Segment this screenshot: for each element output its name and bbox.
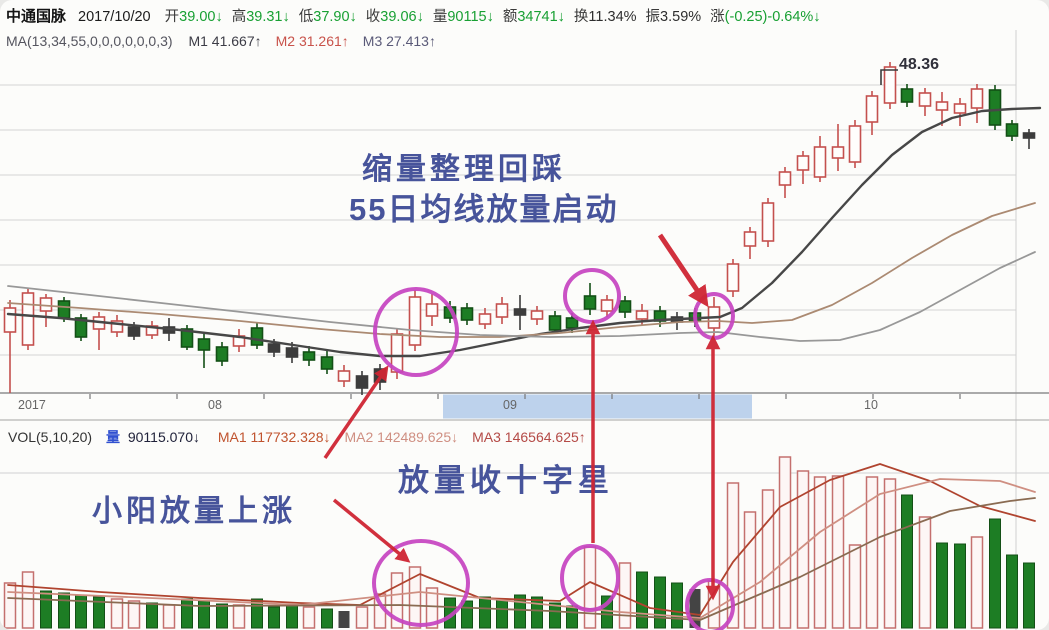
vol-ma-value-vol-ma2: MA2 142489.625↓	[344, 429, 459, 445]
quote-value-open: 39.00↓	[179, 9, 223, 25]
quote-label-turnover: 换	[573, 9, 589, 25]
vol-label: 量	[105, 429, 120, 445]
axis-label-2017: 2017	[18, 398, 46, 412]
quote-field-amplitude: 振3.59%	[646, 9, 702, 25]
quote-field-change: 涨(-0.25)-0.64%↓	[710, 9, 820, 25]
quote-value-close: 39.06↓	[380, 9, 424, 25]
stock-name: 中通国脉	[6, 8, 67, 25]
ma-value-m1: M1 41.667↑	[188, 33, 262, 49]
quote-value-high: 39.31↓	[246, 9, 290, 25]
axis-label-08: 08	[208, 398, 222, 412]
quote-field-volume: 量90115↓	[433, 9, 494, 25]
quote-field-amount: 额34741↓	[503, 9, 565, 25]
quote-value-low: 37.90↓	[313, 9, 357, 25]
annotation-pullback-line1: 缩量整理回踩	[362, 153, 566, 186]
quote-value-turnover: 11.34%	[588, 9, 637, 25]
quote-label-amplitude: 振	[645, 9, 661, 25]
quote-value-amplitude: 3.59%	[660, 9, 702, 25]
annotation-doji: 放量收十字星	[398, 463, 614, 498]
axis-label-09: 09	[503, 398, 517, 412]
vol-ma-values: MA1 117732.328↓ MA2 142489.625↓ MA3 146564…	[218, 429, 600, 445]
quote-value-amount: 34741↓	[517, 9, 565, 25]
quote-label-low: 低	[298, 9, 314, 25]
ma-values: M1 41.667↑ M2 31.261↑ M3 27.413↑	[188, 33, 450, 49]
ma-params: MA(13,34,55,0,0,0,0,0,0,3)	[6, 33, 173, 49]
quote-fields: 开39.00↓ 高39.31↓ 低37.90↓ 收39.06↓ 量90115↓ 额3474…	[165, 9, 830, 25]
quote-label-change: 涨	[710, 9, 725, 25]
quote-field-turnover: 换11.34%	[574, 9, 637, 25]
quote-value-volume: 90115↓	[447, 9, 494, 25]
quote-field-open: 开39.00↓	[165, 9, 223, 25]
quote-label-close: 收	[365, 9, 381, 25]
vol-params: VOL(5,10,20)	[8, 429, 93, 445]
quote-field-low: 低37.90↓	[299, 9, 357, 25]
quote-label-open: 开	[164, 9, 180, 25]
quote-label-volume: 量	[432, 9, 448, 25]
quote-field-high: 高39.31↓	[232, 9, 290, 25]
ma-value-m2: M2 31.261↑	[275, 33, 349, 49]
vol-value: 90115.070↓	[127, 429, 200, 445]
vol-ma-value-vol-ma3: MA3 146564.625↑	[472, 429, 586, 445]
quote-field-close: 收39.06↓	[366, 9, 424, 25]
quote-label-amount: 额	[502, 9, 518, 25]
quote-label-high: 高	[231, 9, 247, 25]
ma-value-m3: M3 27.413↑	[362, 33, 436, 49]
volume-indicator-bar: VOL(5,10,20) 量 90115.070↓ MA1 117732.328…	[8, 427, 600, 447]
quote-value-change: (-0.25)-0.64%↓	[724, 9, 821, 25]
vol-ma-value-vol-ma1: MA1 117732.328↓	[217, 429, 331, 445]
stock-info-bar: 中通国脉 2017/10/20 开39.00↓ 高39.31↓ 低37.90↓ 收39…	[6, 5, 830, 26]
annotation-pullback-line2: 55日均线放量启动	[349, 192, 619, 227]
peak-price-label: 48.36	[899, 56, 940, 73]
axis-label-10: 10	[864, 398, 878, 412]
quote-date: 2017/10/20	[78, 9, 151, 25]
ma-indicator-bar: MA(13,34,55,0,0,0,0,0,0,3) M1 41.667↑ M2 …	[6, 33, 450, 49]
annotation-small-yang: 小阳放量上涨	[92, 495, 296, 528]
